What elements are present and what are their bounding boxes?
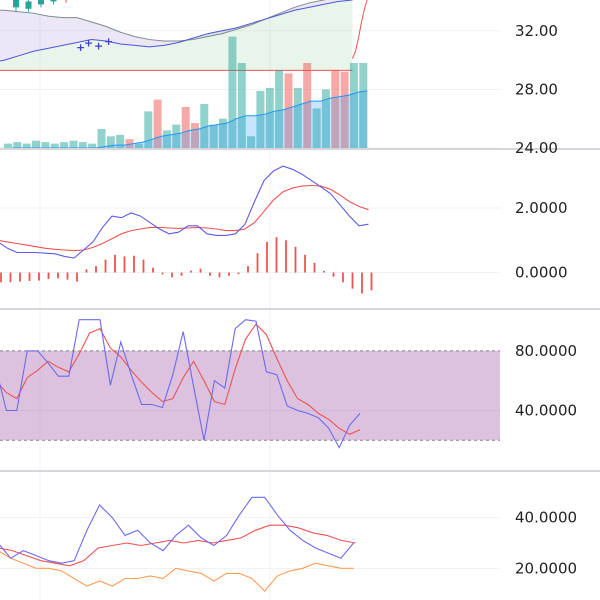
volume-bar [134,143,143,148]
volume-bar [265,87,274,148]
volume-bar [293,87,302,148]
volume-bar [116,134,125,148]
candle-body [38,0,44,5]
volume-bar [331,70,340,148]
ichimoku-cloud-green [0,0,353,71]
volume-bar [60,142,69,148]
marker-plus: + [76,41,85,54]
stochastic-d-line [0,323,361,435]
candle-body [50,0,57,2]
volume-bar [181,107,190,148]
marker-plus: + [104,35,113,48]
volume-bar [228,36,237,148]
cloud-lower-line-tail [352,0,368,59]
volume-bar [32,140,40,148]
volume-bar [13,142,22,148]
volume-bar [153,99,162,148]
axis-labels: 24.00 28.00 32.00 0.0000 2.0000 40.0000 80.000… [515,22,577,578]
volume-ma-line [12,90,368,148]
y-tick-label: 28.00 [515,80,558,98]
macd-line [0,165,369,259]
volume-bar [78,142,87,148]
volume-bar [284,73,293,148]
marker-plus: + [84,36,93,49]
volume-bar [247,136,256,148]
panel-separators [0,148,600,472]
stochastic-band [0,350,500,441]
y-tick-label: 32.00 [515,22,558,40]
candle-body [13,0,19,8]
volume-bar [209,124,218,148]
volume-bar [144,111,153,148]
volume-bar [106,136,115,148]
volume-bar [219,118,227,148]
volume-bar [321,89,330,148]
y-tick-label: 0.0000 [515,264,568,282]
volume-bar [340,71,349,148]
y-tick-label: 2.0000 [515,199,568,217]
volume-bar [303,63,312,148]
dmi-red-line [0,524,356,567]
marks-layer: ++ + + [0,0,500,592]
volume-bar [162,130,171,148]
volume-bar [237,63,246,148]
cloud-span-b-line [0,0,353,62]
dmi-blue-line [0,496,355,564]
stochastic-k-line [0,319,361,449]
volume-bar [22,143,31,148]
y-tick-label: 24.00 [515,139,558,157]
volume-bar [191,123,199,148]
volume-bar [125,139,134,148]
volume-bar [359,63,368,148]
ichimoku-cloud-purple [0,0,353,61]
volume-bar [97,129,106,148]
macd-signal-line [0,184,369,252]
price-panel: ++ + + [0,0,368,148]
volume-bar [349,63,358,148]
volume-ma-area [4,90,368,148]
cloud-span-a-line [0,0,327,42]
volume-bar [50,143,59,148]
candle-body [25,1,32,9]
volume-bar [200,104,209,148]
marker-plus: + [94,39,103,52]
volume-bar [41,142,50,148]
volume-bar [256,90,265,148]
y-tick-label: 80.0000 [515,342,577,360]
volume-bar [69,140,78,148]
volume-bar [312,108,321,148]
y-tick-label: 20.0000 [515,559,577,577]
volume-bar [88,143,97,148]
volume-bar [4,143,12,148]
y-tick-label: 40.0000 [515,509,577,527]
volume-bar [275,70,284,148]
volume-bar [172,124,181,148]
y-tick-label: 40.0000 [515,401,577,419]
dmi-orange-line [0,551,354,592]
